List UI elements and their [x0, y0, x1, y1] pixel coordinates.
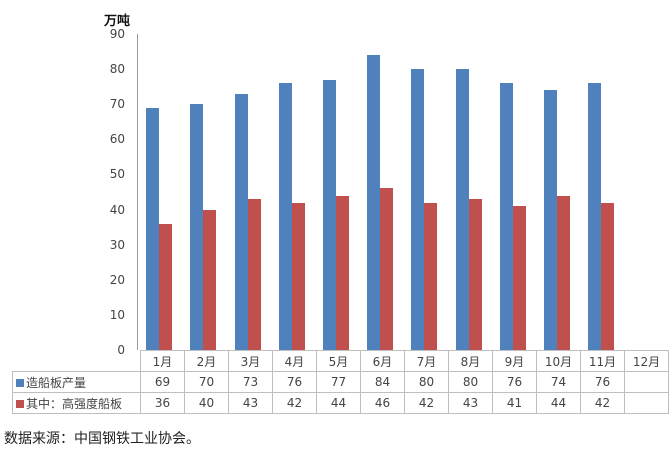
bar-total	[278, 83, 292, 350]
table-header-cell: 6月	[360, 350, 405, 372]
y-tick-label: 60	[109, 132, 125, 147]
table-cell: 77	[316, 371, 361, 393]
table-cell: 76	[580, 371, 625, 393]
table-cell: 46	[360, 392, 405, 414]
table-cell: 76	[492, 371, 537, 393]
bar-high-strength	[291, 202, 305, 350]
bar-total	[588, 83, 602, 350]
y-tick-label: 40	[109, 202, 125, 217]
table-header-cell: 3月	[228, 350, 273, 372]
legend-swatch-icon	[16, 399, 24, 408]
bar-total	[543, 90, 557, 350]
table-header-cell: 1月	[140, 350, 185, 372]
table-row: 造船板产量 69 70 73 76 77 84 80 80 76 74 76	[12, 371, 669, 393]
bar-high-strength	[424, 202, 438, 350]
table-cell: 73	[228, 371, 273, 393]
table-header-cell: 2月	[184, 350, 229, 372]
y-tick-label: 20	[109, 272, 125, 287]
table-header-cell: 12月	[624, 350, 669, 372]
table-cell: 36	[140, 392, 185, 414]
legend-label: 造船板产量	[12, 371, 141, 393]
table-cell: 70	[184, 371, 229, 393]
bar-high-strength	[159, 223, 173, 350]
bar-total	[455, 69, 469, 350]
y-axis-unit-label: 万吨	[104, 14, 131, 29]
bar-high-strength	[247, 199, 261, 350]
table-header-cell: 5月	[316, 350, 361, 372]
table-cell	[624, 392, 669, 414]
bar-high-strength	[203, 209, 217, 350]
y-tick-label: 30	[109, 237, 125, 252]
table-cell: 42	[580, 392, 625, 414]
bar-high-strength	[380, 188, 394, 350]
table-header-cell: 7月	[404, 350, 449, 372]
table-cell: 41	[492, 392, 537, 414]
table-cell: 74	[536, 371, 581, 393]
bar-high-strength	[468, 199, 482, 350]
table-cell: 40	[184, 392, 229, 414]
source-note: 数据来源：中国钢铁工业协会。	[4, 431, 200, 447]
table-cell: 42	[404, 392, 449, 414]
table-corner	[12, 350, 141, 372]
table-cell: 44	[536, 392, 581, 414]
table-header-cell: 8月	[448, 350, 493, 372]
y-tick-label: 90	[109, 27, 125, 41]
bar-total	[234, 93, 248, 350]
table-cell: 80	[448, 371, 493, 393]
bar-high-strength	[335, 195, 349, 350]
legend-label: 其中：高强度船板	[12, 392, 141, 414]
table-cell: 80	[404, 371, 449, 393]
table-cell: 42	[272, 392, 317, 414]
bar-total	[190, 104, 204, 350]
y-tick-label: 10	[109, 307, 125, 322]
table-cell: 44	[316, 392, 361, 414]
table-header-cell: 4月	[272, 350, 317, 372]
bar-high-strength	[512, 206, 526, 350]
table-cell: 84	[360, 371, 405, 393]
y-tick-label: 50	[109, 167, 125, 182]
table-cell: 43	[448, 392, 493, 414]
bar-total	[146, 107, 160, 350]
table-header-cell: 9月	[492, 350, 537, 372]
bar-high-strength	[601, 202, 615, 350]
y-tick-label: 80	[109, 62, 125, 77]
bar-total	[367, 55, 381, 350]
bar-total	[322, 79, 336, 350]
table-cell: 69	[140, 371, 185, 393]
table-cell	[624, 371, 669, 393]
y-tick-label: 0	[117, 343, 125, 357]
table-cell: 76	[272, 371, 317, 393]
bar-high-strength	[556, 195, 570, 350]
table-row: 其中：高强度船板 36 40 43 42 44 46 42 43 41 44 42	[12, 392, 669, 414]
table-header-cell: 10月	[536, 350, 581, 372]
bar-total	[411, 69, 425, 350]
bar-total	[499, 83, 513, 350]
table-header-cell: 11月	[580, 350, 625, 372]
table-cell: 43	[228, 392, 273, 414]
legend-swatch-icon	[16, 378, 24, 387]
y-axis-line	[137, 34, 138, 350]
y-tick-label: 70	[109, 97, 125, 112]
data-table: 1月 2月 3月 4月 5月 6月 7月 8月 9月 10月 11月 12月 造船板产量 69 70 73 76…	[12, 350, 669, 414]
